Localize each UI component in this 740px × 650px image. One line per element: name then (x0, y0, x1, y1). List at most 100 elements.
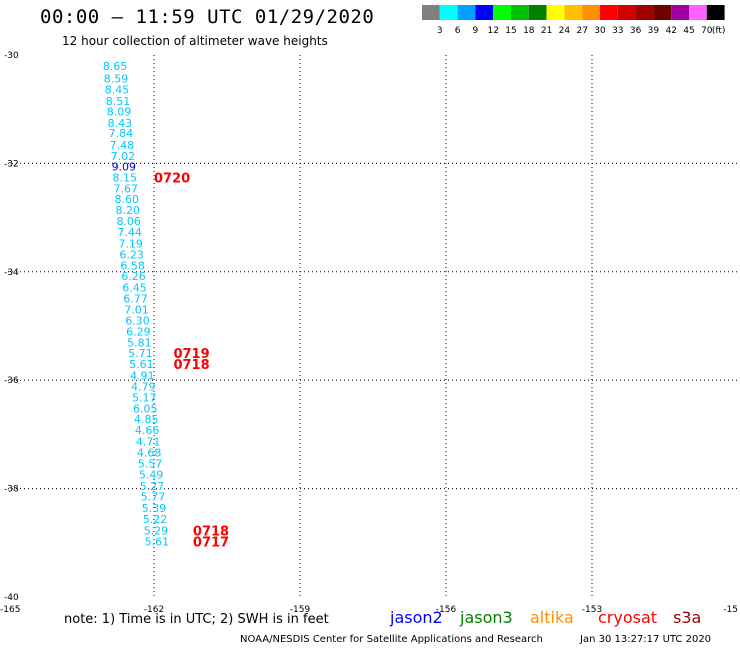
wave-height-value: 6.05 (133, 402, 158, 415)
x-tick-label: -162 (144, 605, 164, 615)
x-tick-label: -159 (290, 605, 311, 615)
legend-swatch (475, 5, 494, 20)
legend-swatch (635, 5, 654, 20)
legend-swatch (706, 5, 725, 20)
legend-tick-label: 15 (505, 26, 516, 36)
footer-note: note: 1) Time is in UTC; 2) SWH is in fe… (64, 612, 329, 627)
wave-height-value: 4.66 (135, 424, 160, 437)
color-legend: 3 6 9 12 15 18 21 24 27 30 33 36 39 42 45 70 (ft) (422, 5, 726, 36)
satellite-label-jason2: jason2 (390, 608, 443, 627)
x-tick-label: -156 (436, 605, 457, 615)
wave-height-value: 4.71 (136, 435, 161, 448)
wave-height-value: 8.60 (114, 193, 139, 206)
legend-tick-label: 39 (648, 26, 660, 36)
wave-height-value: 5.22 (143, 513, 168, 526)
wave-height-value: 5.57 (138, 458, 163, 471)
legend-tick-label: 33 (612, 26, 623, 36)
pass-time-label: 0718 (193, 524, 229, 539)
wave-height-value: 5.61 (145, 536, 170, 549)
wave-height-value: 6.26 (121, 270, 146, 283)
wave-height-value: 7.84 (109, 127, 134, 140)
legend-tick-label: 18 (523, 26, 535, 36)
wave-height-value: 8.65 (103, 60, 128, 73)
x-tick-label: -15 (723, 605, 738, 615)
wave-height-value: 4.85 (134, 413, 159, 426)
y-tick-label: -32 (4, 159, 19, 169)
wave-height-value: 8.51 (106, 95, 131, 108)
wave-height-value: 8.45 (105, 84, 130, 97)
satellite-label-jason3: jason3 (460, 608, 513, 627)
legend-swatch (600, 5, 618, 20)
legend-swatch (546, 5, 565, 20)
wave-height-value: 6.23 (119, 248, 144, 261)
wave-height-value: 9.09 (112, 161, 137, 174)
pass-time-label: 0720 (154, 171, 190, 186)
pass-time-label: 0718 (173, 358, 209, 373)
legend-tick-label: 12 (487, 26, 498, 36)
legend-swatch (689, 5, 707, 20)
wave-height-value: 4.79 (131, 381, 156, 394)
wave-height-value: 5.71 (128, 347, 153, 360)
y-tick-label: -36 (4, 376, 19, 386)
wave-height-value: 7.48 (110, 139, 135, 152)
wave-height-value: 6.45 (122, 282, 147, 295)
y-tick-label: -30 (4, 51, 19, 61)
wave-height-value: 5.49 (139, 469, 164, 482)
wave-height-value: 6.77 (123, 292, 148, 305)
satellite-label-s3a: s3a (673, 608, 702, 627)
wave-height-value: 6.30 (125, 315, 150, 328)
satellite-label-cryosat: cryosat (598, 608, 658, 627)
wave-height-value: 8.09 (107, 105, 132, 118)
wave-height-value: 6.58 (120, 259, 145, 272)
wave-height-value: 7.67 (114, 182, 139, 195)
legend-swatch (653, 5, 672, 20)
wave-height-value: 5.27 (140, 480, 165, 493)
legend-tick-label: 24 (559, 26, 571, 36)
wave-height-value: 7.01 (124, 304, 149, 317)
legend-tick-label: 70 (701, 26, 713, 36)
wave-height-value: 5.81 (127, 336, 152, 349)
credit-line: NOAA/NESDIS Center for Satellite Applica… (240, 634, 543, 645)
legend-tick-label: 21 (541, 26, 552, 36)
wave-height-value: 7.02 (111, 150, 136, 163)
wave-height-value: 8.20 (115, 204, 140, 217)
wave-height-value: 5.39 (142, 502, 167, 515)
legend-unit-label: (ft) (712, 26, 726, 36)
legend-swatch (617, 5, 636, 20)
legend-tick-label: 30 (594, 26, 606, 36)
chart-title: 00:00 – 11:59 UTC 01/29/2020 (40, 6, 375, 28)
legend-swatch (511, 5, 529, 20)
wave-height-value: 5.61 (129, 358, 154, 371)
wave-height-value: 8.59 (104, 72, 129, 85)
wave-height-value: 5.17 (132, 392, 157, 405)
wave-height-value: 7.19 (118, 238, 143, 251)
x-tick-label: -165 (0, 605, 20, 615)
wave-height-value: 8.43 (108, 117, 133, 130)
legend-swatch (528, 5, 547, 20)
legend-tick-label: 6 (455, 26, 461, 36)
satellite-label-altika: altika (530, 608, 574, 627)
legend-tick-label: 27 (576, 26, 587, 36)
legend-swatch (564, 5, 583, 20)
legend-swatch (582, 5, 600, 20)
legend-tick-label: 45 (683, 26, 694, 36)
wave-height-value: 5.29 (144, 524, 169, 537)
legend-tick-label: 42 (665, 26, 676, 36)
y-tick-label: -38 (4, 485, 19, 495)
legend-swatch (493, 5, 511, 20)
legend-tick-label: 9 (473, 26, 479, 36)
legend-tick-label: 3 (437, 26, 443, 36)
legend-swatch (457, 5, 476, 20)
wave-height-value: 4.91 (130, 369, 155, 382)
y-tick-label: -34 (4, 268, 19, 278)
wave-height-value: 4.68 (137, 446, 162, 459)
legend-tick-label: 36 (630, 26, 642, 36)
legend-swatch (422, 5, 440, 20)
wave-height-value: 5.77 (141, 491, 166, 504)
pass-time-label: 0717 (193, 536, 229, 551)
wave-height-value: 8.06 (116, 215, 141, 228)
chart-subtitle: 12 hour collection of altimeter wave hei… (62, 34, 328, 48)
y-tick-label: -40 (4, 593, 19, 603)
